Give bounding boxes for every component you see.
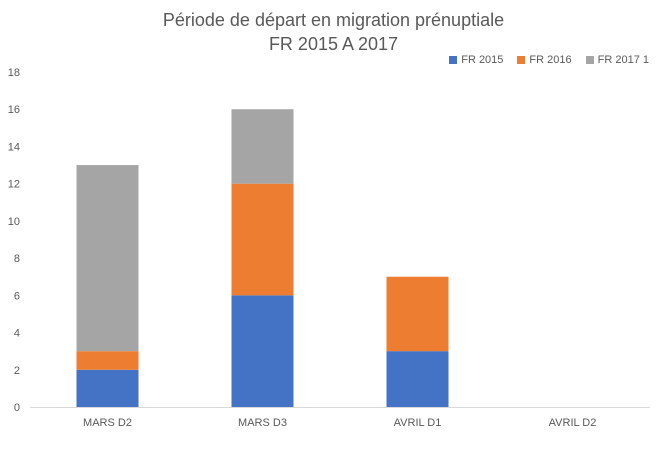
y-tick-label: 12: [8, 179, 20, 191]
bar-fr-2015-mars-d3: [231, 295, 294, 407]
y-tick-label: 8: [14, 253, 20, 265]
y-tick-label: 0: [14, 402, 20, 414]
legend-swatch-fr-2017: [585, 56, 594, 64]
bar-fr-2017-1-mars-d3: [231, 109, 294, 184]
legend-item-fr-2015: FR 2015: [449, 54, 503, 66]
legend-label-fr-2015: FR 2015: [461, 54, 504, 66]
x-tick-label: MARS D2: [83, 417, 132, 429]
y-tick-label: 14: [8, 141, 20, 153]
x-tick-label: AVRIL D1: [394, 417, 442, 429]
bar-fr-2016-avril-d1: [386, 276, 449, 352]
y-tick-label: 16: [8, 104, 20, 116]
bar-fr-2015-mars-d2: [76, 369, 139, 407]
legend-swatch-fr-2016: [517, 56, 526, 64]
chart-subtitle: FR 2015 A 2017: [268, 34, 399, 54]
legend-label-fr-2016: FR 2016: [529, 54, 572, 66]
bar-fr-2016-mars-d3: [231, 183, 294, 296]
y-tick-label: 2: [14, 365, 20, 377]
y-tick-label: 6: [14, 290, 20, 302]
x-tick-label: MARS D3: [238, 417, 287, 429]
y-tick-label: 4: [14, 328, 20, 340]
y-tick-label: 10: [8, 216, 20, 228]
legend-swatch-fr-2015: [449, 56, 458, 64]
legend-item-fr-2017: FR 2017 1: [585, 54, 649, 66]
bar-fr-2017-1-mars-d2: [76, 165, 139, 352]
bar-fr-2015-avril-d1: [386, 351, 449, 407]
legend-item-fr-2016: FR 2016: [517, 54, 572, 66]
legend: FR 2015 FR 2016 FR 2017 1: [449, 54, 649, 66]
bar-fr-2016-mars-d2: [76, 351, 139, 370]
legend-label-fr-2017: FR 2017 1: [597, 54, 649, 66]
x-tick-label: AVRIL D2: [549, 417, 597, 429]
y-tick-label: 18: [8, 67, 20, 79]
chart-title: Période de départ en migration prénuptia…: [162, 10, 505, 30]
